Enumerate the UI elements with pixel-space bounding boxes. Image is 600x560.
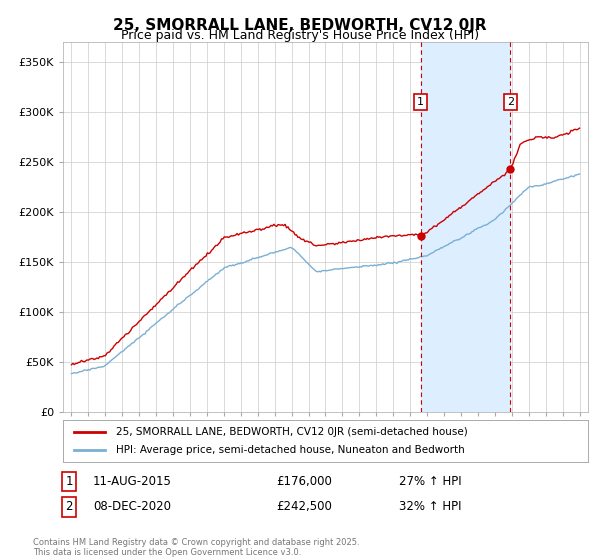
Text: 11-AUG-2015: 11-AUG-2015	[93, 475, 172, 488]
Text: £176,000: £176,000	[276, 475, 332, 488]
Text: HPI: Average price, semi-detached house, Nuneaton and Bedworth: HPI: Average price, semi-detached house,…	[115, 445, 464, 455]
Text: 25, SMORRALL LANE, BEDWORTH, CV12 0JR (semi-detached house): 25, SMORRALL LANE, BEDWORTH, CV12 0JR (s…	[115, 427, 467, 437]
Text: 1: 1	[417, 97, 424, 107]
Bar	[421, 42, 511, 412]
Text: £242,500: £242,500	[276, 500, 332, 514]
Text: 2: 2	[507, 97, 514, 107]
Text: 2: 2	[65, 500, 73, 514]
Text: 25, SMORRALL LANE, BEDWORTH, CV12 0JR: 25, SMORRALL LANE, BEDWORTH, CV12 0JR	[113, 18, 487, 33]
Text: 27% ↑ HPI: 27% ↑ HPI	[399, 475, 461, 488]
Text: 32% ↑ HPI: 32% ↑ HPI	[399, 500, 461, 514]
Text: 1: 1	[65, 475, 73, 488]
Text: 08-DEC-2020: 08-DEC-2020	[93, 500, 171, 514]
Text: Contains HM Land Registry data © Crown copyright and database right 2025.
This d: Contains HM Land Registry data © Crown c…	[33, 538, 359, 557]
Text: Price paid vs. HM Land Registry's House Price Index (HPI): Price paid vs. HM Land Registry's House …	[121, 29, 479, 42]
